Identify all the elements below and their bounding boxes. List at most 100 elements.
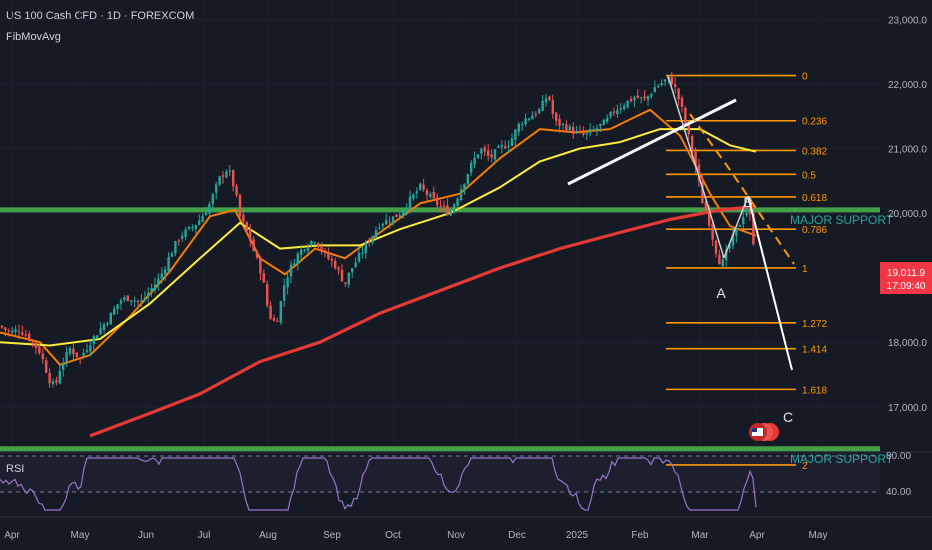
candle[interactable] (453, 202, 456, 214)
candle[interactable] (143, 291, 146, 302)
candle[interactable] (745, 207, 748, 218)
candle[interactable] (354, 257, 357, 268)
candle[interactable] (218, 175, 221, 187)
candle[interactable] (208, 201, 211, 216)
candle[interactable] (133, 296, 136, 308)
candle[interactable] (147, 287, 150, 304)
candle[interactable] (609, 111, 612, 119)
candle[interactable] (385, 213, 388, 225)
wave-line[interactable] (667, 75, 725, 259)
candle[interactable] (41, 348, 44, 364)
candle[interactable] (718, 249, 721, 265)
candle[interactable] (4, 326, 7, 337)
candle[interactable] (174, 240, 177, 257)
candle[interactable] (653, 80, 656, 93)
candle[interactable] (181, 231, 184, 242)
candle[interactable] (259, 255, 262, 281)
candle[interactable] (48, 368, 51, 388)
candle[interactable] (568, 124, 571, 132)
candle[interactable] (578, 125, 582, 135)
candle[interactable] (510, 133, 514, 147)
candle[interactable] (306, 243, 310, 255)
candle[interactable] (289, 260, 293, 284)
candle[interactable] (351, 267, 354, 278)
candle[interactable] (266, 280, 269, 308)
candle[interactable] (232, 169, 235, 192)
candle[interactable] (184, 227, 187, 240)
candle[interactable] (599, 123, 602, 133)
candle[interactable] (361, 246, 364, 259)
candle[interactable] (674, 77, 677, 94)
candle[interactable] (748, 205, 752, 221)
candle[interactable] (116, 304, 119, 315)
candle[interactable] (643, 89, 646, 102)
projection-dashed-line[interactable] (689, 113, 795, 265)
candle[interactable] (17, 324, 21, 340)
candle[interactable] (595, 124, 599, 137)
candle[interactable] (663, 78, 667, 86)
candle[interactable] (480, 147, 483, 160)
candle[interactable] (405, 203, 408, 216)
candle[interactable] (742, 211, 745, 230)
candle[interactable] (255, 249, 259, 260)
candle[interactable] (606, 114, 609, 124)
candle[interactable] (211, 192, 214, 209)
candle[interactable] (711, 222, 714, 246)
candle[interactable] (269, 301, 272, 321)
candle[interactable] (493, 148, 497, 164)
candle[interactable] (58, 365, 61, 385)
candle[interactable] (34, 342, 38, 355)
candle[interactable] (497, 144, 500, 149)
candle[interactable] (646, 95, 650, 106)
candle[interactable] (680, 95, 684, 113)
candle[interactable] (317, 242, 320, 251)
candle[interactable] (123, 295, 126, 303)
candle[interactable] (432, 186, 435, 200)
candle[interactable] (204, 206, 208, 216)
candle[interactable] (364, 240, 367, 259)
candle[interactable] (72, 343, 75, 360)
candle[interactable] (14, 325, 17, 336)
candle[interactable] (378, 223, 381, 231)
wave-line[interactable] (723, 195, 749, 259)
candle[interactable] (623, 103, 626, 111)
candle[interactable] (572, 122, 575, 140)
candle[interactable] (242, 211, 245, 226)
candle[interactable] (252, 235, 255, 252)
candle[interactable] (524, 113, 527, 127)
candle[interactable] (215, 181, 218, 200)
event-flag-icon[interactable] (749, 423, 779, 441)
candle[interactable] (731, 227, 735, 250)
candle[interactable] (170, 251, 174, 258)
candle[interactable] (697, 159, 701, 187)
candle[interactable] (592, 125, 595, 132)
rsi-line[interactable] (0, 457, 757, 511)
candle[interactable] (79, 356, 82, 365)
candle[interactable] (191, 224, 194, 232)
candle[interactable] (398, 210, 401, 218)
candle[interactable] (238, 194, 242, 219)
candle[interactable] (521, 121, 524, 131)
candle[interactable] (153, 277, 157, 294)
candle[interactable] (517, 122, 520, 137)
candle[interactable] (419, 182, 422, 192)
candle[interactable] (408, 190, 412, 214)
candle[interactable] (55, 376, 58, 386)
candle[interactable] (466, 173, 469, 189)
candle[interactable] (109, 311, 112, 325)
candle[interactable] (619, 103, 622, 114)
candle[interactable] (323, 247, 327, 258)
candle[interactable] (327, 247, 330, 261)
candle[interactable] (544, 94, 548, 107)
candle[interactable] (456, 196, 459, 210)
candle[interactable] (500, 140, 503, 154)
candle[interactable] (735, 227, 738, 243)
candle[interactable] (330, 255, 333, 267)
candle[interactable] (558, 114, 561, 133)
candle[interactable] (167, 252, 170, 272)
candle[interactable] (68, 345, 72, 357)
candle[interactable] (286, 271, 289, 295)
candle[interactable] (177, 238, 180, 246)
candle[interactable] (402, 210, 405, 219)
candle[interactable] (235, 183, 238, 198)
